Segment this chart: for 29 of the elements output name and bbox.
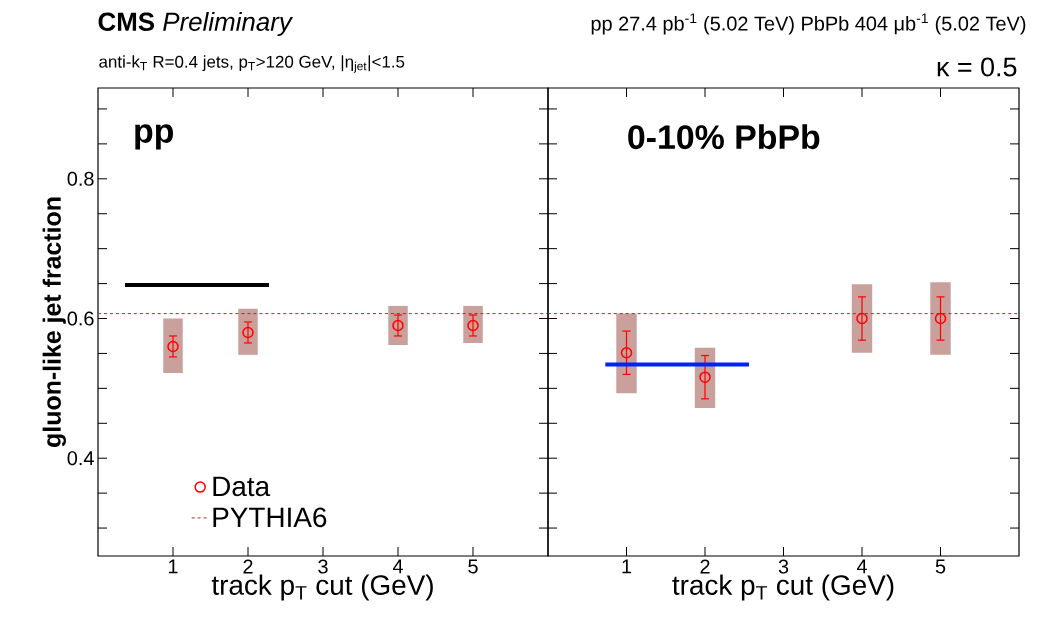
y-tick-label: 0.4 [67, 451, 94, 466]
point [242, 326, 254, 339]
chart-subtitle: pp 27.4 pb$^{-1}$ (5.02 TeV) PbPb 404 μb$^{-1}$ (5.02 TeV) [591, 13, 1026, 35]
x-tick-label: 1 [622, 559, 632, 574]
x-tick-label: 2 [700, 559, 710, 574]
chart-title: CMS Preliminary [98, 11, 294, 37]
point [392, 319, 404, 332]
x-tick-label: 3 [778, 559, 789, 574]
annotation: pp [135, 124, 174, 150]
point [467, 319, 479, 332]
y-tick-label: 0.6 [67, 311, 94, 326]
x-tick-label: 4 [392, 559, 403, 574]
x-axis-title: track p$_{T}$ cut (GeV) [211, 574, 433, 601]
point [167, 340, 179, 353]
y-tick-label: 0.8 [67, 171, 94, 186]
x-tick-label: 5 [468, 559, 478, 574]
legend-label: PYTHIA6 [213, 507, 327, 528]
x-tick-label: 2 [243, 559, 253, 574]
legend-label: Data [213, 476, 271, 497]
bar [930, 282, 951, 355]
text: anti-k$_{T}$ R=0.4 jets, p$_{T}$>120 GeV, |η$_{jet}$|<1.5 [99, 55, 405, 73]
x-tick-label: 5 [935, 559, 946, 574]
x-tick-label: 3 [318, 559, 328, 574]
annotation: 0-10% PbPb [628, 124, 820, 150]
text: κ = 0.5 [937, 57, 1017, 77]
x-axis-title: track p$_{T}$ cut (GeV) [672, 574, 894, 601]
y-axis-title: gluon-like jet fraction [42, 197, 66, 447]
x-tick-label: 1 [168, 559, 178, 574]
x-tick-label: 4 [856, 559, 867, 574]
